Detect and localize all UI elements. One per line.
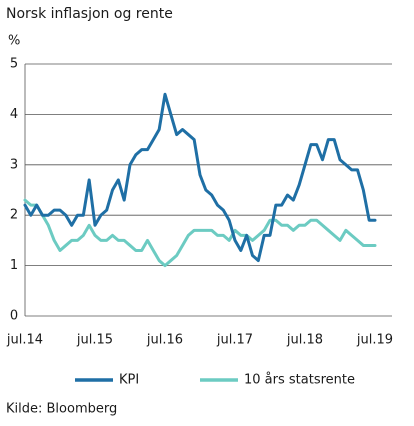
x-tick-label: jul.19: [356, 333, 393, 348]
x-tick-label: jul.17: [216, 333, 253, 348]
source: Kilde: Bloomberg: [6, 402, 117, 417]
legend-label: KPI: [119, 373, 139, 388]
y-tick-label: 5: [10, 57, 18, 72]
y-axis-label: %: [8, 34, 20, 49]
y-tick-label: 2: [10, 208, 18, 223]
chart-title: Norsk inflasjon og rente: [6, 6, 173, 22]
x-tick-label: jul.14: [6, 333, 43, 348]
y-tick-label: 4: [10, 107, 18, 122]
legend-label: 10 års statsrente: [244, 373, 355, 388]
series-line: [23, 92, 377, 263]
y-tick-label: 3: [10, 157, 18, 172]
series-line: [23, 198, 377, 268]
x-tick-label: jul.18: [286, 333, 323, 348]
y-tick-label: 0: [10, 309, 18, 324]
x-tick-label: jul.15: [76, 333, 113, 348]
x-tick-label: jul.16: [146, 333, 183, 348]
y-tick-label: 1: [10, 258, 18, 273]
